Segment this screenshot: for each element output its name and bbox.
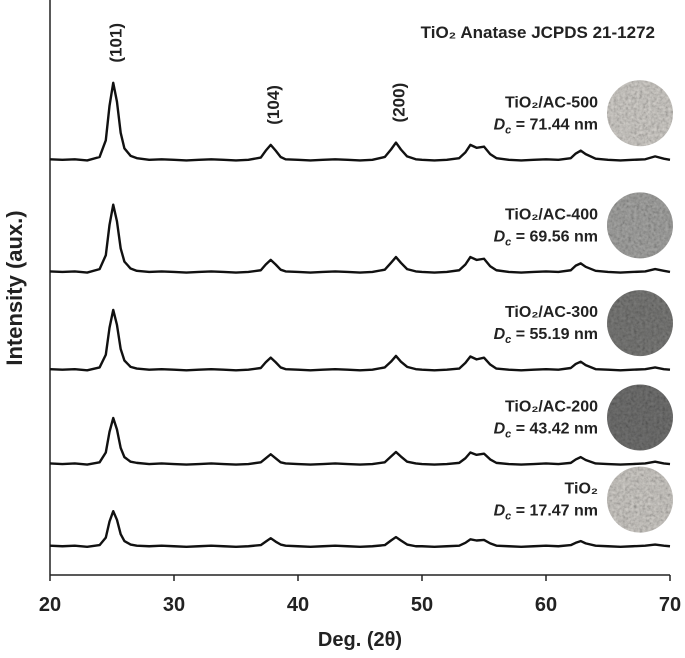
size-label: Dc = 17.47 nm bbox=[494, 503, 598, 523]
size-label: Dc = 55.19 nm bbox=[494, 326, 598, 346]
x-tick-label: 20 bbox=[39, 594, 61, 616]
chart-title: TiO₂ Anatase JCPDS 21-1272 bbox=[421, 23, 655, 42]
sample-photo bbox=[607, 290, 673, 357]
size-symbol: D bbox=[494, 228, 506, 245]
legend-label: TiO₂/AC-400 bbox=[505, 206, 598, 223]
peak-label: (200) bbox=[389, 83, 408, 123]
legend-label: TiO₂/AC-200 bbox=[505, 398, 598, 415]
size-label: Dc = 69.56 nm bbox=[494, 228, 598, 248]
size-symbol: D bbox=[494, 503, 506, 520]
x-tick-label: 50 bbox=[411, 594, 433, 616]
legend-label: TiO₂/AC-300 bbox=[505, 304, 598, 321]
x-tick-label: 70 bbox=[659, 594, 681, 616]
series-line bbox=[49, 416, 671, 466]
series-line bbox=[49, 308, 671, 372]
size-symbol: D bbox=[494, 116, 506, 133]
sample-photo bbox=[607, 80, 673, 147]
size-subscript: c bbox=[505, 428, 511, 440]
size-text: = 71.44 nm bbox=[511, 116, 598, 133]
sample-photo bbox=[607, 384, 673, 451]
size-text: = 17.47 nm bbox=[511, 503, 598, 520]
size-subscript: c bbox=[505, 124, 511, 136]
series-line bbox=[49, 81, 671, 162]
legend-label: TiO₂/AC-500 bbox=[505, 94, 598, 111]
sample-photo bbox=[607, 466, 673, 533]
size-text: = 69.56 nm bbox=[511, 228, 598, 245]
size-label: Dc = 71.44 nm bbox=[494, 116, 598, 136]
peak-label: (101) bbox=[107, 23, 126, 63]
size-symbol: D bbox=[494, 326, 506, 343]
x-axis-label: Deg. (2θ) bbox=[318, 629, 402, 651]
sample-photo bbox=[607, 192, 673, 259]
size-subscript: c bbox=[505, 236, 511, 248]
size-symbol: D bbox=[494, 420, 506, 437]
size-label: Dc = 43.42 nm bbox=[494, 420, 598, 440]
x-tick-label: 40 bbox=[287, 594, 309, 616]
size-subscript: c bbox=[505, 511, 511, 523]
series-line bbox=[49, 509, 671, 549]
size-subscript: c bbox=[505, 334, 511, 346]
size-text: = 43.42 nm bbox=[511, 420, 598, 437]
peak-label: (104) bbox=[264, 85, 283, 125]
series-line bbox=[49, 203, 671, 274]
size-text: = 55.19 nm bbox=[511, 326, 598, 343]
x-tick-label: 30 bbox=[163, 594, 185, 616]
y-axis-label: Intensity (aux.) bbox=[2, 210, 27, 365]
legend-label: TiO₂ bbox=[565, 481, 598, 498]
x-tick-label: 60 bbox=[535, 594, 557, 616]
